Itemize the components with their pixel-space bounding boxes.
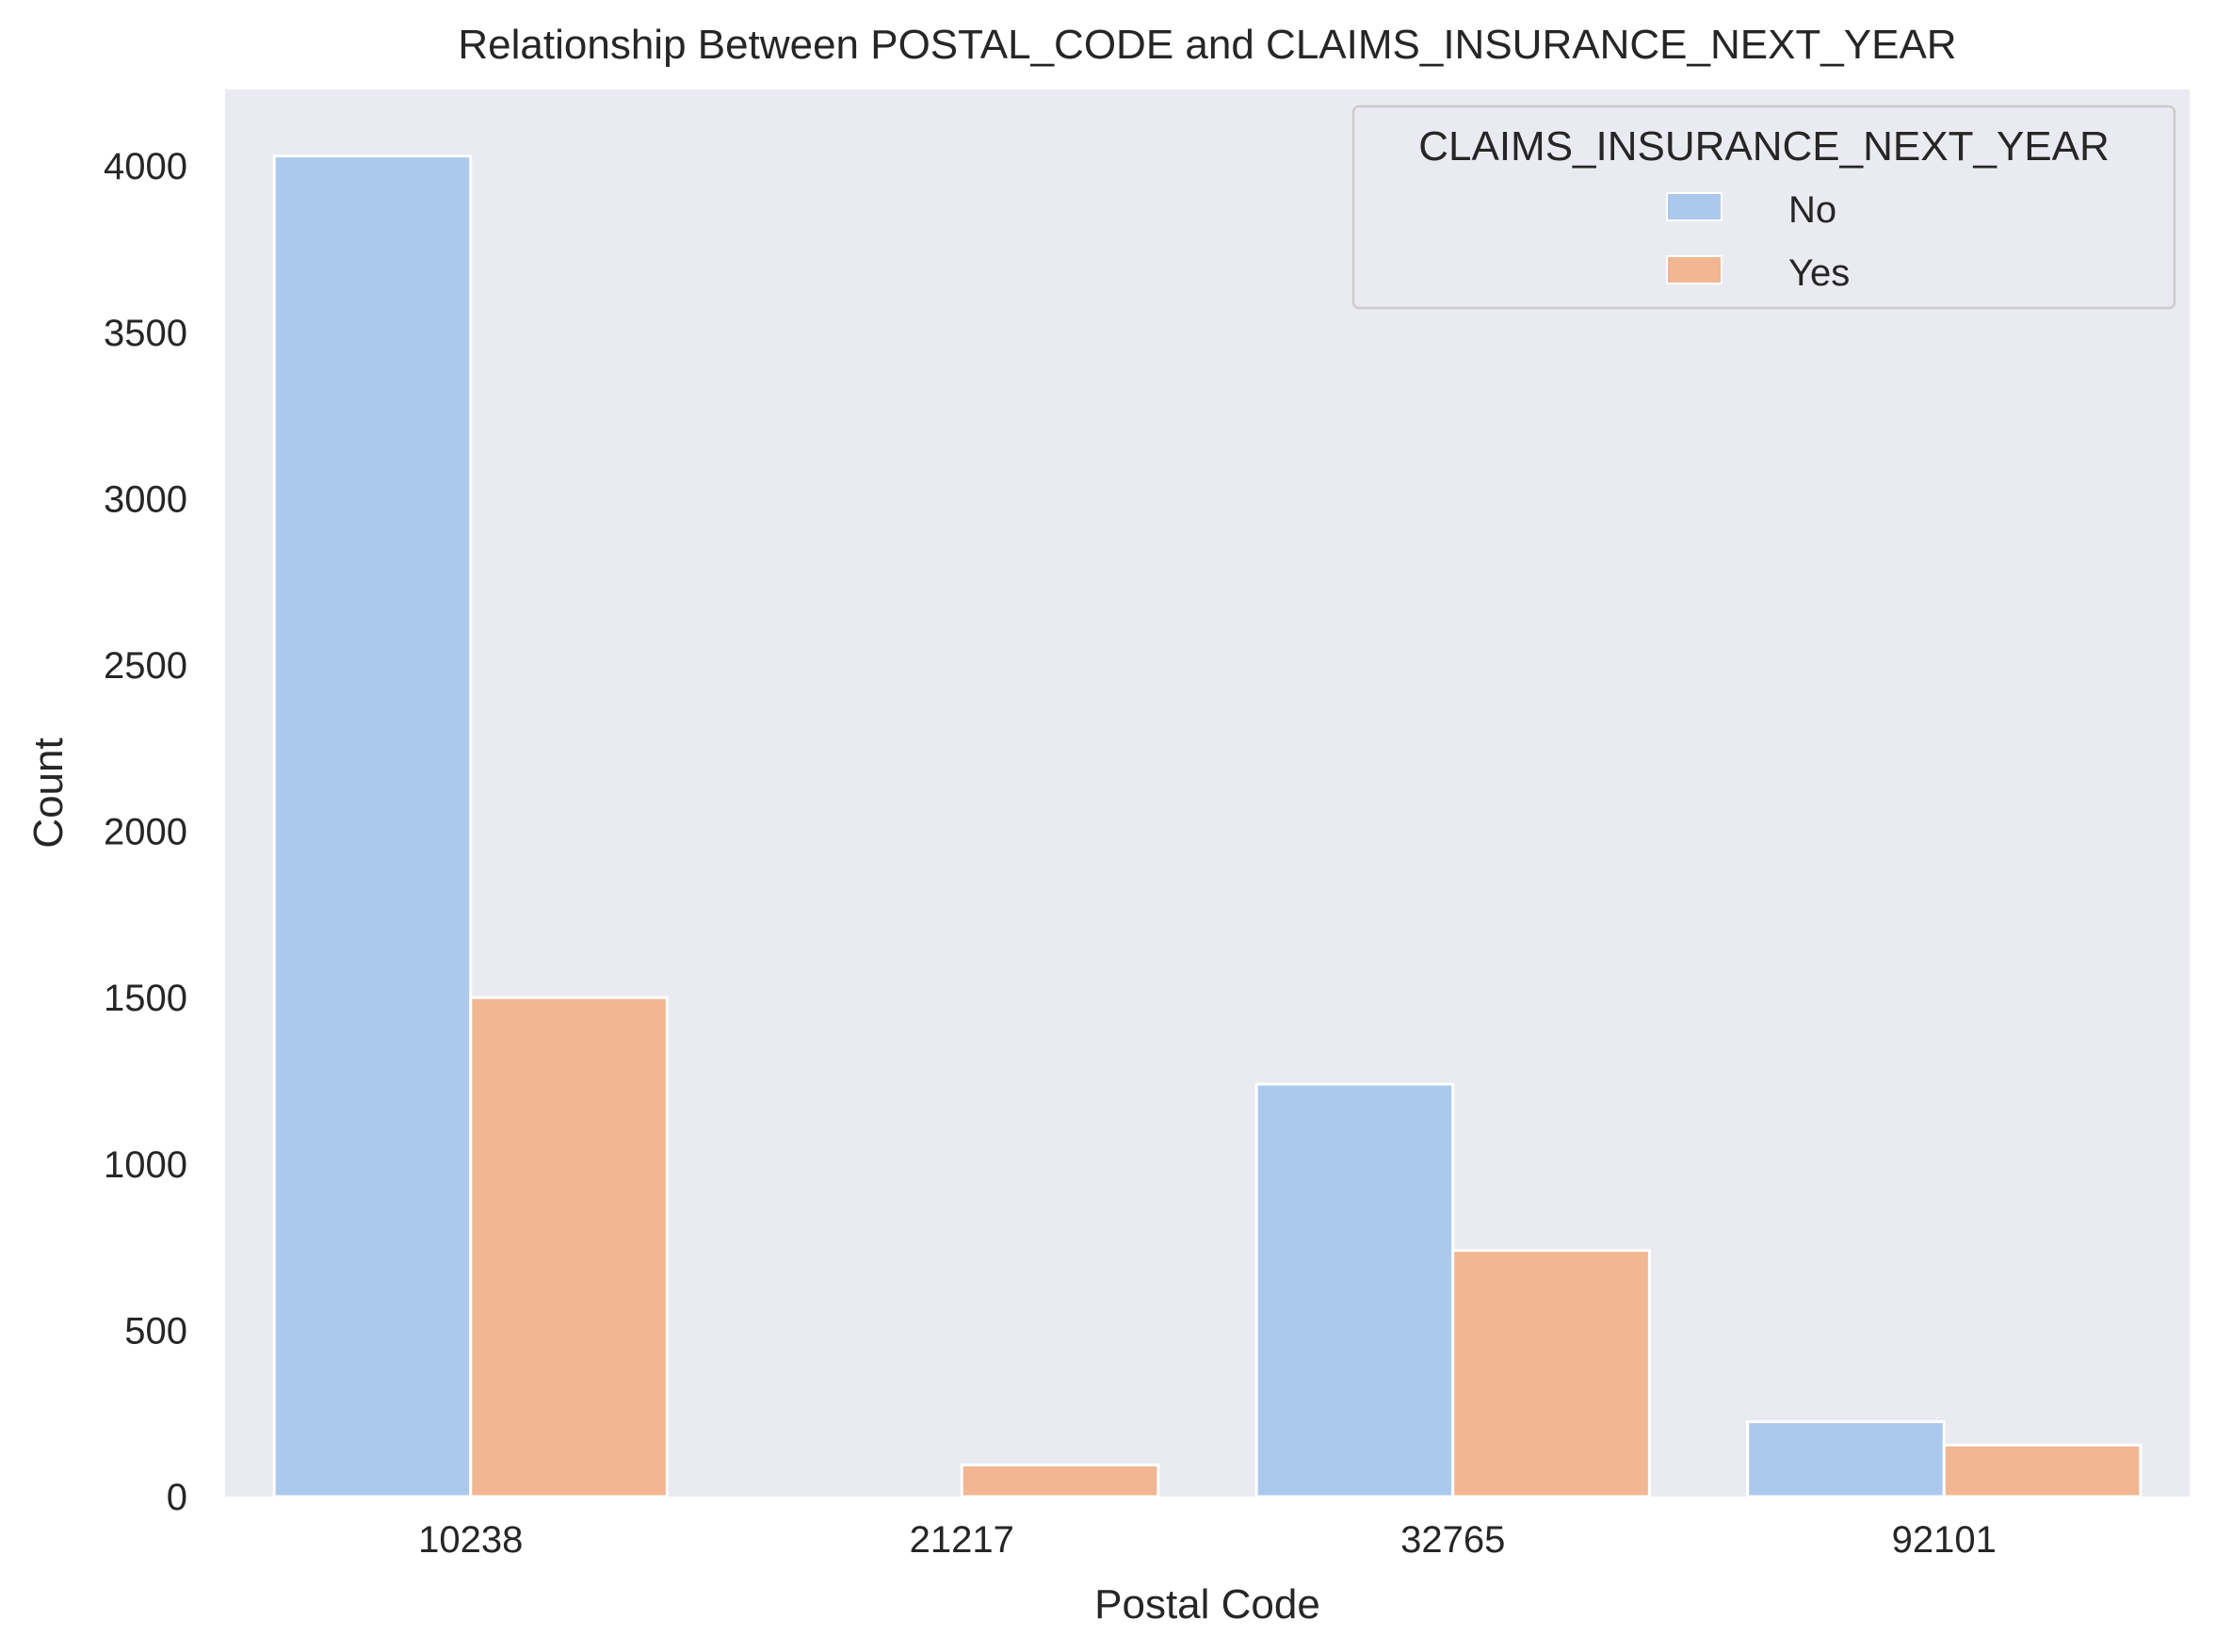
- legend-label-yes: Yes: [1788, 252, 1850, 294]
- bar-32765-yes: [1451, 1249, 1651, 1498]
- y-tick-label: 0: [167, 1477, 187, 1518]
- legend-label-no: No: [1788, 189, 1836, 231]
- bar-32765-no: [1254, 1082, 1455, 1498]
- y-axis-label: Count: [25, 737, 72, 848]
- y-tick-label: 2500: [104, 645, 187, 687]
- y-tick-label: 4000: [104, 146, 187, 187]
- y-axis: 0 500 1000 1500 2000 2500 3000 3500 4000: [104, 146, 187, 1518]
- y-tick-label: 2000: [104, 812, 187, 853]
- x-tick-label: 21217: [910, 1519, 1014, 1561]
- x-axis-label: Postal Code: [1094, 1581, 1320, 1628]
- bar-10238-no: [272, 154, 473, 1498]
- x-axis: 10238 21217 32765 92101: [418, 1519, 1997, 1561]
- y-tick-label: 3000: [104, 478, 187, 520]
- bars-group: [272, 154, 2143, 1498]
- y-tick-label: 500: [124, 1310, 187, 1352]
- legend-box: [1351, 105, 2176, 310]
- x-tick-label: 32765: [1400, 1519, 1505, 1561]
- bar-92101-no: [1746, 1420, 1946, 1498]
- legend-title: CLAIMS_INSURANCE_NEXT_YEAR: [1418, 123, 2110, 170]
- bar-92101-yes: [1942, 1443, 2143, 1498]
- y-tick-label: 1000: [104, 1144, 187, 1186]
- chart-title: Relationship Between POSTAL_CODE and CLA…: [458, 22, 1956, 68]
- legend-swatch-no: [1666, 192, 1723, 221]
- y-tick-label: 3500: [104, 313, 187, 354]
- x-tick-label: 92101: [1892, 1519, 1997, 1561]
- legend-swatch-yes: [1666, 255, 1723, 284]
- x-tick-label: 10238: [418, 1519, 523, 1561]
- bar-21217-yes: [960, 1463, 1160, 1498]
- y-tick-label: 1500: [104, 978, 187, 1019]
- legend: CLAIMS_INSURANCE_NEXT_YEAR No Yes: [1351, 105, 2176, 310]
- bar-10238-yes: [469, 996, 669, 1498]
